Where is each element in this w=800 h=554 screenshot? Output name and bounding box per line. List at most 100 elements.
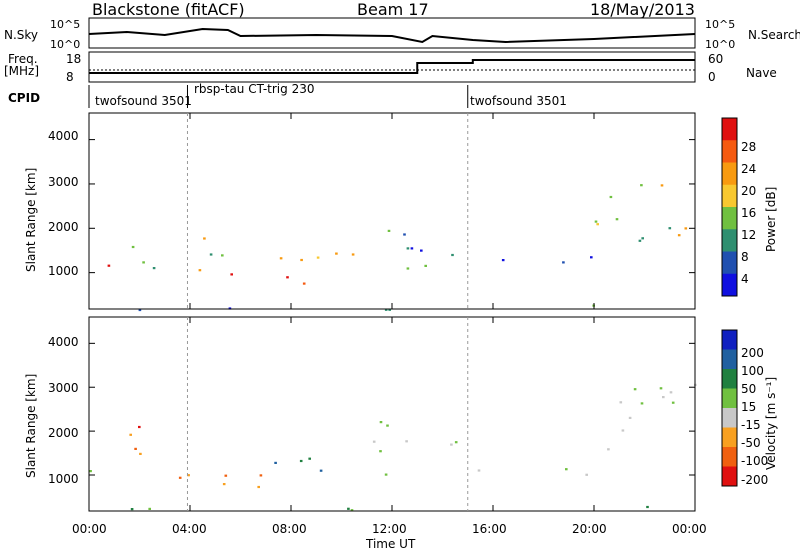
data-cell <box>387 229 391 232</box>
data-cell <box>152 267 156 270</box>
data-cell <box>279 257 283 260</box>
colorbar-swatch <box>722 349 737 370</box>
data-cell <box>209 253 213 256</box>
data-cell <box>677 234 681 237</box>
velocity-colorbar-tick: 50 <box>741 382 757 396</box>
data-cell <box>590 256 593 259</box>
velocity-ytick: 4000 <box>48 335 79 349</box>
cpid-segment-2: rbsp-tau CT-trig 230 <box>194 82 315 96</box>
data-cell <box>671 401 675 404</box>
data-cell <box>406 247 410 250</box>
colorbar-swatch <box>722 162 737 186</box>
data-cell <box>178 476 182 479</box>
panel-frame <box>88 316 696 512</box>
power-colorbar-tick: 12 <box>741 228 757 242</box>
noise-trace <box>88 27 696 44</box>
data-cell <box>633 388 637 391</box>
data-cell <box>300 258 303 262</box>
data-cell <box>379 421 383 424</box>
nave-tick-bottom: 0 <box>708 70 716 84</box>
data-cell <box>134 447 137 450</box>
data-cell <box>286 276 289 279</box>
data-cell <box>640 402 644 405</box>
data-cell <box>130 508 134 511</box>
freq-unit-label: [MHz] <box>4 64 40 78</box>
freq-panel-frame <box>88 51 696 83</box>
data-cell <box>372 440 376 443</box>
cpid-label: CPID <box>8 91 41 105</box>
data-cell <box>585 473 588 476</box>
data-cell <box>410 247 414 250</box>
power-colorbar-tick: 24 <box>741 162 757 176</box>
data-cell <box>388 308 391 311</box>
data-cell <box>222 483 226 486</box>
data-cell <box>384 473 388 476</box>
data-cell <box>386 424 389 427</box>
data-cell <box>89 470 92 473</box>
power-ytick: 4000 <box>48 129 79 143</box>
data-cell <box>638 239 642 242</box>
station-title: Blackstone (fitACF) <box>92 0 245 19</box>
freq-label: Freq. <box>8 52 38 66</box>
velocity-colorbar-tick: -200 <box>741 473 769 487</box>
nsearch-label: N.Search <box>748 28 800 42</box>
data-cell <box>139 452 142 455</box>
data-cell <box>684 227 688 230</box>
colorbar-swatch <box>722 118 737 141</box>
velocity-colorbar-tick: 100 <box>741 364 764 378</box>
power-colorbar-tick: 4 <box>741 272 749 286</box>
data-cell <box>384 308 388 311</box>
data-cell <box>302 282 306 285</box>
data-cell <box>565 468 568 471</box>
data-cell <box>451 253 454 257</box>
data-cell <box>646 505 649 509</box>
data-cell <box>335 252 338 255</box>
colorbar-swatch <box>722 251 737 275</box>
colorbar-swatch <box>722 466 737 487</box>
data-cell <box>230 273 233 276</box>
data-cell <box>203 237 206 240</box>
data-cell <box>607 448 610 451</box>
data-cell <box>669 391 673 394</box>
data-cell <box>379 450 382 453</box>
colorbar-swatch <box>722 369 737 389</box>
data-cell <box>198 269 202 272</box>
power-colorbar-tick: 8 <box>741 250 749 264</box>
data-cell <box>594 220 598 223</box>
data-cell <box>609 195 613 199</box>
data-cell <box>641 237 644 240</box>
xtick: 12:00 <box>372 522 407 536</box>
noise-right-tick-top: 10^5 <box>705 18 736 31</box>
data-cell <box>187 474 190 477</box>
colorbar-swatch <box>722 408 737 428</box>
noise-left-tick-bottom: 10^0 <box>50 38 81 51</box>
colorbar-swatch <box>722 388 737 409</box>
colorbar-swatch <box>722 140 737 163</box>
colorbar-frame <box>721 117 738 297</box>
data-cell <box>350 509 354 512</box>
data-cell <box>501 259 505 262</box>
xtick: 04:00 <box>172 522 207 536</box>
data-cell <box>420 249 423 252</box>
colorbar-frame <box>721 329 738 487</box>
data-cell <box>129 433 132 436</box>
power-ytick: 1000 <box>48 264 79 278</box>
data-cell <box>351 253 355 256</box>
xtick: 00:00 <box>672 522 707 536</box>
data-cell <box>668 227 672 230</box>
data-cell <box>628 416 632 419</box>
xtick: 00:00 <box>72 522 107 536</box>
data-cell <box>403 233 406 236</box>
velocity-colorbar-tick: 200 <box>741 346 764 360</box>
cpid-segment-3: twofsound 3501 <box>470 94 567 108</box>
velocity-ytick: 3000 <box>48 381 79 395</box>
colorbar-swatch <box>722 427 737 448</box>
velocity-colorbar-tick: 15 <box>741 400 757 414</box>
data-cell <box>562 261 565 264</box>
cpid-segment-1: twofsound 3501 <box>95 94 192 108</box>
velocity-ytick: 1000 <box>48 472 79 486</box>
data-cell <box>405 440 408 443</box>
xtick: 16:00 <box>472 522 507 536</box>
colorbar-swatch <box>722 207 737 230</box>
